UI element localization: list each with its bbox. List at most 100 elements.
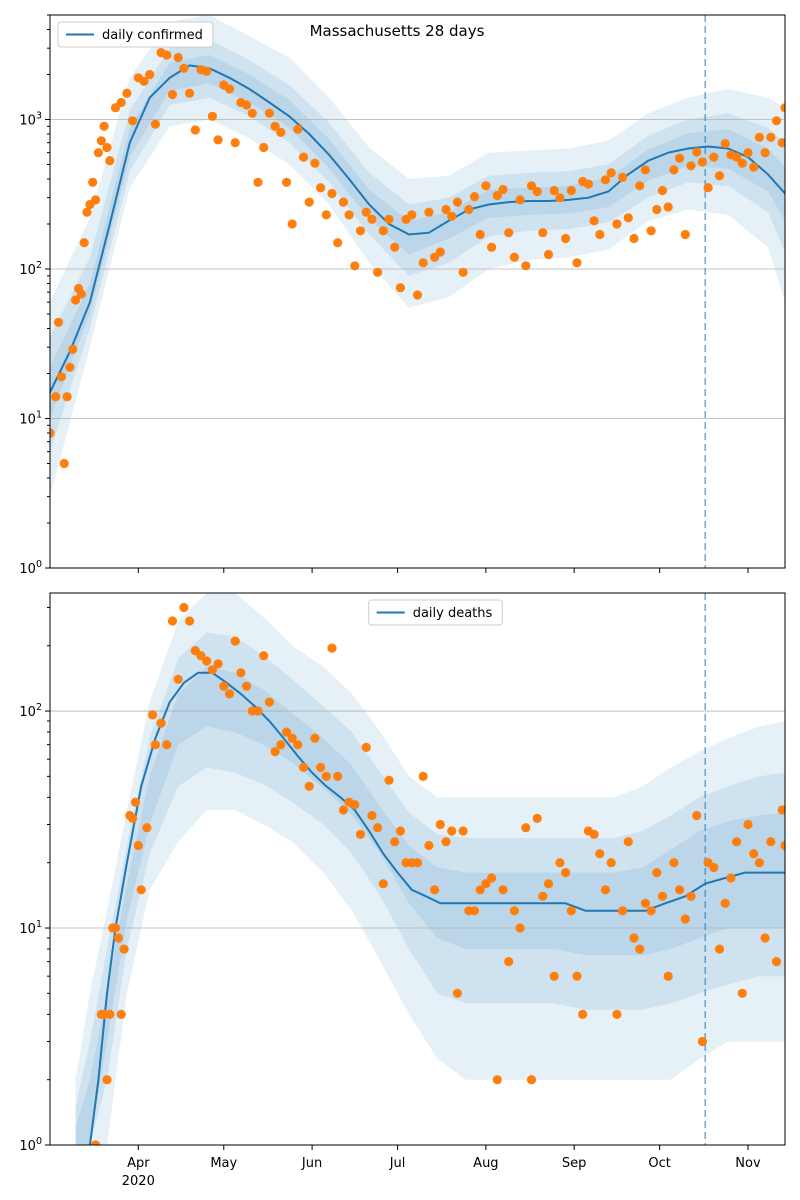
x-tick-label: Jun	[301, 1156, 322, 1171]
data-point	[657, 185, 668, 196]
data-point	[469, 192, 480, 202]
data-point	[287, 733, 297, 743]
data-point	[333, 771, 343, 782]
data-point	[703, 183, 713, 193]
data-point	[561, 233, 571, 244]
data-point	[156, 718, 166, 728]
confirmed-axes-frame	[49, 14, 786, 569]
x-tick-label: Apr	[127, 1156, 150, 1171]
data-point	[304, 197, 314, 207]
data-point	[344, 210, 354, 220]
data-point	[185, 616, 195, 626]
data-point	[709, 152, 719, 162]
data-point	[572, 258, 582, 268]
data-point	[777, 138, 785, 148]
data-point	[136, 885, 146, 895]
data-point	[162, 740, 172, 750]
series-line	[88, 671, 785, 1145]
data-point	[50, 428, 55, 438]
data-point	[612, 1009, 622, 1020]
data-point	[777, 805, 785, 815]
data-point	[692, 810, 702, 821]
data-point	[162, 50, 172, 60]
data-point	[555, 193, 565, 203]
data-point	[669, 858, 679, 868]
data-point	[452, 988, 462, 998]
data-point	[504, 228, 514, 238]
confirmed-ticks: 100 101 102 103	[19, 14, 749, 577]
data-point	[623, 837, 633, 847]
data-point	[521, 261, 531, 271]
data-point	[293, 740, 303, 750]
data-point	[378, 226, 388, 236]
data-point	[583, 179, 594, 189]
data-point	[771, 116, 782, 126]
data-point	[71, 295, 81, 305]
deaths-bands	[75, 593, 785, 1145]
data-point	[515, 195, 525, 205]
data-point	[766, 132, 776, 142]
data-point	[276, 740, 286, 750]
data-point	[91, 195, 101, 205]
data-point	[327, 643, 337, 653]
data-point	[110, 923, 121, 933]
data-point	[629, 933, 639, 943]
data-point	[430, 885, 440, 895]
data-point	[646, 906, 656, 916]
data-point	[105, 1009, 115, 1020]
data-point	[56, 372, 66, 382]
data-point	[247, 108, 257, 118]
data-point	[128, 116, 138, 126]
y-tick-label: 100	[19, 559, 42, 577]
data-point	[230, 138, 240, 148]
deaths-line-layer	[88, 671, 785, 1145]
data-point	[675, 153, 685, 163]
uncertainty-band-3	[50, 55, 785, 419]
data-point	[99, 121, 109, 131]
data-point	[276, 127, 286, 137]
data-point	[714, 944, 725, 954]
data-point	[139, 76, 149, 86]
data-point	[749, 162, 759, 172]
data-point	[595, 849, 605, 859]
y-tick-label: 102	[19, 702, 42, 720]
confirmed-chart: 100 101 102 103 Massachusetts 28 days daily…	[19, 14, 786, 577]
deaths-legend: daily deaths	[368, 599, 503, 626]
data-point	[116, 97, 126, 108]
data-point	[589, 829, 599, 840]
data-point	[418, 771, 428, 782]
data-point	[618, 906, 628, 916]
data-point	[606, 858, 616, 868]
data-point	[509, 906, 519, 916]
deaths-ticks: 100 101 102	[19, 607, 749, 1154]
data-point	[202, 66, 212, 76]
data-point	[173, 674, 183, 684]
data-point	[780, 840, 785, 851]
data-point	[367, 810, 377, 821]
data-point	[148, 710, 158, 720]
data-point	[281, 177, 292, 187]
data-point	[82, 207, 92, 217]
data-point	[452, 197, 462, 207]
data-point	[424, 840, 434, 851]
data-point	[68, 344, 78, 354]
data-point	[119, 944, 129, 954]
y-tick-label: 102	[19, 260, 42, 278]
data-point	[236, 668, 246, 678]
data-point	[281, 727, 292, 737]
uncertainty-band-2	[50, 40, 785, 452]
data-point	[458, 267, 468, 277]
data-point	[102, 142, 112, 153]
uncertainty-band-3	[75, 666, 785, 1145]
deaths-chart: 100 101 102 Apr May Jun Jul Aug Sep Oct Nov 2020 d…	[19, 592, 786, 1189]
data-point	[202, 656, 212, 666]
data-point	[316, 762, 326, 773]
data-point	[190, 125, 200, 135]
confirmed-legend-label: daily confirmed	[102, 28, 203, 43]
data-point	[102, 1075, 112, 1085]
data-point	[566, 906, 576, 916]
data-point	[487, 873, 497, 883]
data-point	[538, 891, 548, 901]
data-point	[224, 689, 235, 699]
